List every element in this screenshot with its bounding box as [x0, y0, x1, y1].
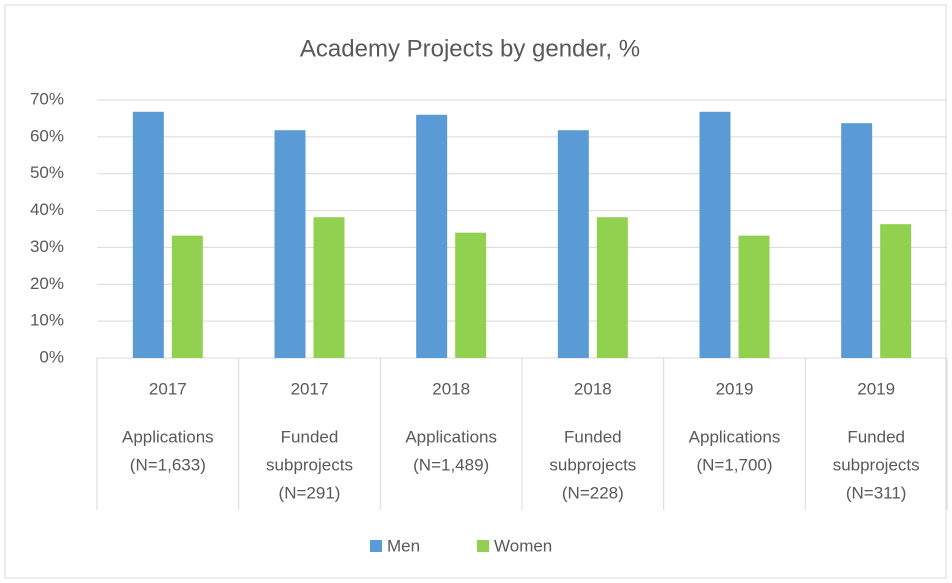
- x-tick-label: (N=311): [846, 483, 907, 502]
- y-tick-label: 30%: [30, 237, 64, 256]
- x-tick-year: 2018: [432, 379, 470, 398]
- x-tick-label: (N=1,633): [130, 455, 206, 474]
- y-tick-label: 60%: [30, 126, 64, 145]
- bar: [841, 123, 873, 358]
- x-tick-label: Applications: [689, 427, 781, 446]
- x-tick-year: 2019: [716, 379, 754, 398]
- y-tick-label: 50%: [30, 163, 64, 182]
- x-tick-label: Funded: [847, 427, 905, 446]
- y-tick-label: 40%: [30, 200, 64, 219]
- x-tick-label: (N=228): [562, 483, 624, 502]
- bar: [557, 130, 589, 358]
- x-tick-year: 2017: [149, 379, 187, 398]
- x-tick-label: subprojects: [833, 455, 920, 474]
- x-tick-label: (N=291): [279, 483, 341, 502]
- legend-label: Men: [387, 536, 420, 555]
- bar: [416, 114, 448, 358]
- bar: [313, 217, 345, 358]
- x-tick-label: subprojects: [549, 455, 636, 474]
- y-tick-label: 70%: [30, 89, 64, 108]
- bar: [738, 235, 770, 358]
- x-tick-year: 2017: [291, 379, 329, 398]
- y-tick-label: 10%: [30, 311, 64, 330]
- legend-label: Women: [494, 536, 552, 555]
- bar: [455, 232, 487, 358]
- x-tick-label: Applications: [122, 427, 214, 446]
- x-tick-label: subprojects: [266, 455, 353, 474]
- legend-swatch: [477, 540, 489, 552]
- bar: [880, 224, 912, 358]
- bar: [274, 130, 306, 358]
- x-tick-label: (N=1,700): [696, 455, 772, 474]
- y-tick-label: 0%: [39, 347, 64, 366]
- legend-swatch: [370, 540, 382, 552]
- x-tick-year: 2018: [574, 379, 612, 398]
- x-tick-label: Applications: [405, 427, 497, 446]
- bar: [132, 111, 164, 359]
- bar: [699, 111, 731, 359]
- y-tick-label: 20%: [30, 274, 64, 293]
- bar: [596, 217, 628, 358]
- chart-title: Academy Projects by gender, %: [300, 35, 640, 62]
- x-tick-label: Funded: [281, 427, 339, 446]
- x-tick-label: (N=1,489): [413, 455, 489, 474]
- x-tick-label: Funded: [564, 427, 622, 446]
- bar: [171, 235, 203, 358]
- x-tick-year: 2019: [857, 379, 895, 398]
